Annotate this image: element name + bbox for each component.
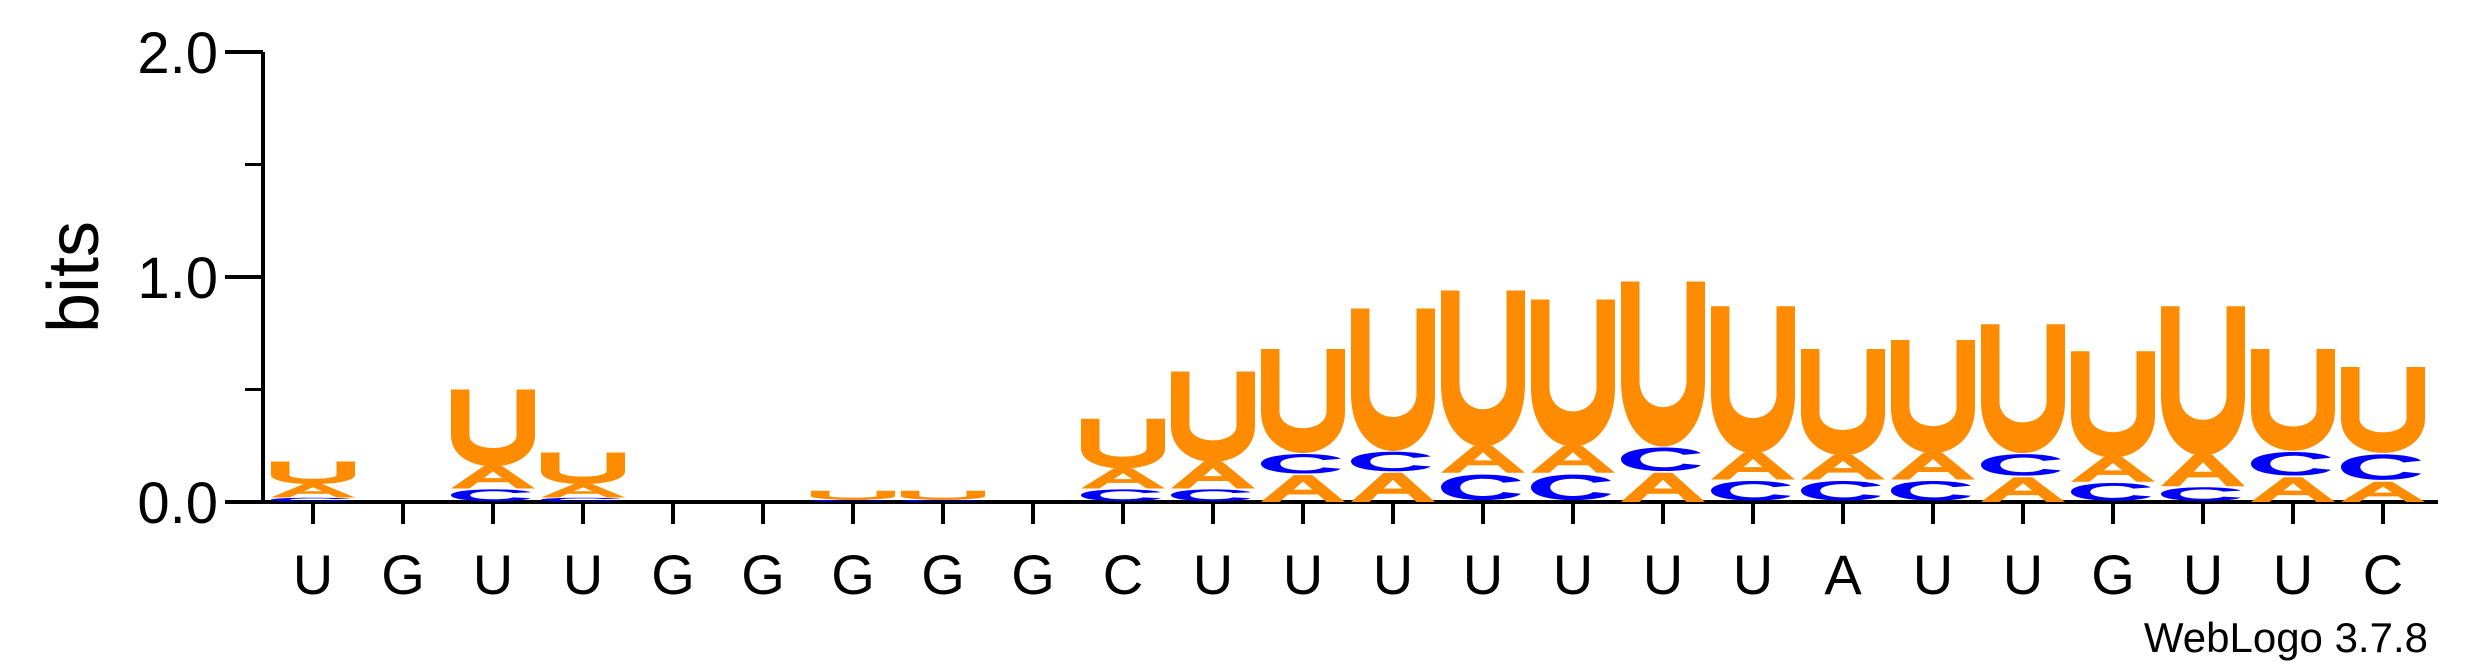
glyph-c xyxy=(1171,489,1251,501)
x-tick-label: C xyxy=(2363,543,2403,606)
glyph-c xyxy=(1261,454,1341,474)
glyph-u xyxy=(1081,419,1165,469)
glyph-c xyxy=(271,498,351,502)
glyph-a xyxy=(1531,446,1615,473)
glyph-u xyxy=(451,390,535,467)
glyph-a xyxy=(1891,453,1975,480)
glyph-c xyxy=(1711,481,1791,501)
x-tick-label: U xyxy=(1283,543,1323,606)
x-tick-label: U xyxy=(293,543,333,606)
weblogo-credit: WebLogo 3.7.8 xyxy=(2144,614,2428,661)
glyph-c xyxy=(1621,447,1701,471)
x-tick-label: G xyxy=(651,543,695,606)
glyph-u xyxy=(1351,309,1435,451)
glyph-a xyxy=(1801,455,1885,480)
x-tick-label: U xyxy=(1913,543,1953,606)
y-axis-label: bits xyxy=(34,221,114,333)
glyph-c xyxy=(2341,454,2421,480)
x-tick-label: G xyxy=(2091,543,2135,606)
glyph-u xyxy=(1711,306,1795,453)
glyph-a xyxy=(271,484,355,498)
glyph-u xyxy=(1801,349,1885,455)
glyph-c xyxy=(1081,489,1161,501)
glyph-u xyxy=(1441,291,1525,447)
glyph-u xyxy=(2341,367,2425,453)
x-tick-label: G xyxy=(741,543,785,606)
x-tick-label: U xyxy=(2003,543,2043,606)
x-tick-label: U xyxy=(1373,543,1413,606)
glyph-c xyxy=(1351,452,1431,472)
glyph-u xyxy=(1531,300,1615,447)
x-tick-label: U xyxy=(2183,543,2223,606)
x-tick-label: U xyxy=(1463,543,1503,606)
glyph-u xyxy=(1261,349,1345,453)
x-tick-label: U xyxy=(563,543,603,606)
glyph-a xyxy=(1981,477,2065,502)
x-tick-label: G xyxy=(831,543,875,606)
glyph-u xyxy=(1171,372,1255,462)
glyph-c xyxy=(1531,475,1611,501)
letter-stacks xyxy=(271,282,2425,503)
glyph-u xyxy=(1891,340,1975,453)
glyph-c xyxy=(1441,475,1521,501)
glyph-c xyxy=(541,498,621,502)
glyph-u xyxy=(1621,282,1705,447)
glyph-a xyxy=(2071,457,2155,482)
glyph-c xyxy=(1891,481,1971,501)
glyph-u xyxy=(2071,351,2155,457)
x-tick-label: U xyxy=(2273,543,2313,606)
glyph-u xyxy=(2161,306,2245,455)
glyph-a xyxy=(1621,473,1705,502)
glyph-a xyxy=(1351,473,1435,502)
glyph-a xyxy=(1171,462,1255,489)
y-tick-label: 0.0 xyxy=(137,471,218,536)
x-tick-label: G xyxy=(921,543,965,606)
x-tick-label: U xyxy=(1193,543,1233,606)
glyph-a xyxy=(1081,468,1165,488)
glyph-c xyxy=(2071,483,2151,501)
glyph-u xyxy=(2251,349,2335,451)
y-tick-label: 1.0 xyxy=(137,246,218,311)
glyph-u xyxy=(1981,324,2065,453)
x-tick-label: G xyxy=(381,543,425,606)
glyph-c xyxy=(2251,452,2331,476)
glyph-a xyxy=(1441,446,1525,473)
glyph-c xyxy=(2161,487,2241,501)
x-tick-label: C xyxy=(1103,543,1143,606)
glyph-u xyxy=(541,453,625,485)
glyph-c xyxy=(1981,454,2061,476)
glyph-a xyxy=(2341,482,2425,502)
glyph-a xyxy=(541,484,625,498)
glyph-a xyxy=(1261,475,1345,502)
glyph-a xyxy=(2251,477,2335,502)
x-tick-label: G xyxy=(1011,543,1055,606)
x-tick-label: U xyxy=(1643,543,1683,606)
glyph-a xyxy=(451,466,535,489)
glyph-u xyxy=(811,491,895,500)
y-axis: 2.0 1.0 0.0 bits xyxy=(34,21,263,536)
x-tick-label: U xyxy=(1553,543,1593,606)
y-tick-label: 2.0 xyxy=(137,21,218,86)
glyph-c xyxy=(451,489,531,501)
x-tick-label: A xyxy=(1824,543,1862,606)
glyph-u xyxy=(901,491,985,500)
x-tick-label: U xyxy=(1733,543,1773,606)
glyph-a xyxy=(2161,455,2245,487)
glyph-u xyxy=(271,462,355,485)
glyph-c xyxy=(1801,481,1881,501)
glyph-a xyxy=(1711,453,1795,480)
x-tick-label: U xyxy=(473,543,513,606)
